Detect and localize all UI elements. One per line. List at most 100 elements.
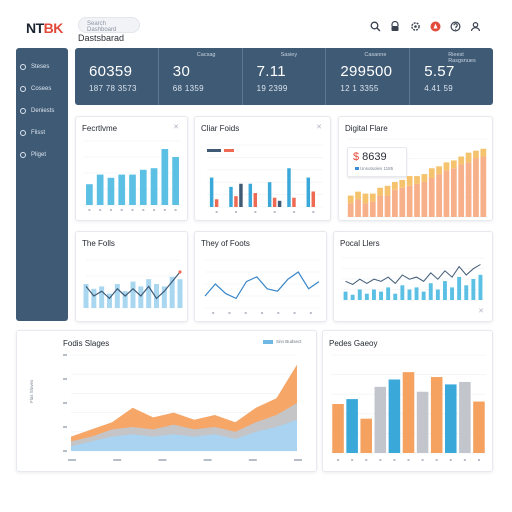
area-chart [83,259,183,309]
sidebar-item-cosees[interactable]: Cosees [16,78,68,100]
chart-card-pocal-llers: Pocal Llers ✕ [333,231,493,322]
close-icon[interactable]: ✕ [173,124,179,131]
x-tick [312,211,315,213]
x-tick [203,459,212,461]
circle-icon [20,86,26,92]
x-tick [294,459,302,461]
x-tick [463,459,466,461]
x-tick [248,459,257,461]
data-point [178,270,182,274]
bar [386,287,391,300]
x-tick [277,312,280,314]
circle-icon [20,64,26,70]
bar [371,289,376,300]
value-badge: $8639 Unsotsoles 1185 [347,147,407,177]
trend-line [345,264,481,286]
sidebar-item-flisst[interactable]: Flisst [16,122,68,144]
bar [277,200,282,207]
sidebar: Steses Cosees Deniests Flisst Pliget [16,48,68,321]
legend-swatch [224,149,234,152]
x-tick [407,459,410,461]
bar [436,166,442,175]
bar [414,183,420,217]
bar [99,286,105,308]
legend: Snn Budsect [263,339,302,344]
close-icon[interactable]: ✕ [316,124,322,131]
search-icon[interactable] [368,19,382,33]
kpi-card[interactable]: Rieest Rasgsnues 5.57 4.41 59 [410,48,493,105]
bar [287,168,291,207]
lock-icon[interactable] [388,19,402,33]
kpi-card[interactable]: Cacsag 30 68 1359 [159,48,243,105]
x-tick [351,459,354,461]
kpi-label [113,52,148,60]
circle-icon [20,130,26,136]
kpi-sub: 4.41 59 [424,84,453,93]
bar [306,177,311,207]
bar [369,193,376,202]
x-tick [142,209,145,211]
x-tick [228,312,231,314]
area-chart [63,354,302,461]
bar [150,168,158,205]
bar [248,183,253,207]
x-tick [174,209,177,211]
search-input[interactable]: Search Dashboard [78,17,140,33]
kpi-card[interactable]: 60359 187 78 3573 [75,48,159,105]
bar [384,195,391,217]
help-icon[interactable] [448,19,462,33]
chart-card-digital-flare: Digital Flare $8639 Unsotsoles 1185 [338,116,493,221]
bar [444,384,457,453]
bar [399,179,406,188]
bar [107,293,112,308]
bar [443,170,450,217]
kpi-label: Cacsag [196,52,216,58]
x-tick [421,459,424,461]
settings-icon[interactable] [408,19,422,33]
bar [421,291,426,300]
chart-card-cliar-foids: Cliar Foids ✕ [194,116,331,221]
chart-card-fodis-slages: Fodis Slages Snn Budsect Flas Sloves [16,330,317,472]
kpi-card[interactable]: Casanne 299500 12 1 3355 [326,48,411,105]
close-icon[interactable]: ✕ [478,308,484,315]
bar [406,185,413,217]
badge-sub: Unsotsoles 1185 [360,166,394,171]
sidebar-item-steses[interactable]: Steses [16,56,68,78]
kpi-sub: 19 2399 [256,84,288,93]
bar [421,174,428,182]
bar-chart [347,138,487,218]
sidebar-item-deniests[interactable]: Deniests [16,100,68,122]
bar [473,158,479,217]
y-tick [63,450,67,452]
bar [138,286,144,308]
x-tick [88,209,91,211]
x-tick [379,459,382,461]
bar [465,162,472,217]
alert-icon[interactable] [428,19,442,33]
x-tick [293,211,295,213]
bar [96,174,104,205]
bar [457,276,462,300]
chart-card-fecrtlvme: Fecrtlvme ✕ [75,116,188,221]
bar [464,285,469,300]
bar [406,176,413,186]
bar [292,197,296,207]
user-icon[interactable] [468,19,482,33]
bar [392,181,398,190]
bar [172,157,179,205]
x-tick [261,312,263,314]
kpi-sub: 68 1359 [172,84,204,93]
x-tick [109,209,112,211]
x-tick [158,459,167,461]
bar [161,286,167,308]
y-tick [63,402,67,404]
bar [421,181,428,217]
kpi-card[interactable]: Sasiey 7.11 19 2399 [243,48,327,105]
x-tick [131,209,134,211]
bar [357,289,362,300]
bar [450,160,457,169]
bar [480,156,487,217]
series-line [85,271,181,300]
sidebar-item-pliget[interactable]: Pliget [16,144,68,166]
chart-card-the-folls: The Folls [75,231,188,322]
